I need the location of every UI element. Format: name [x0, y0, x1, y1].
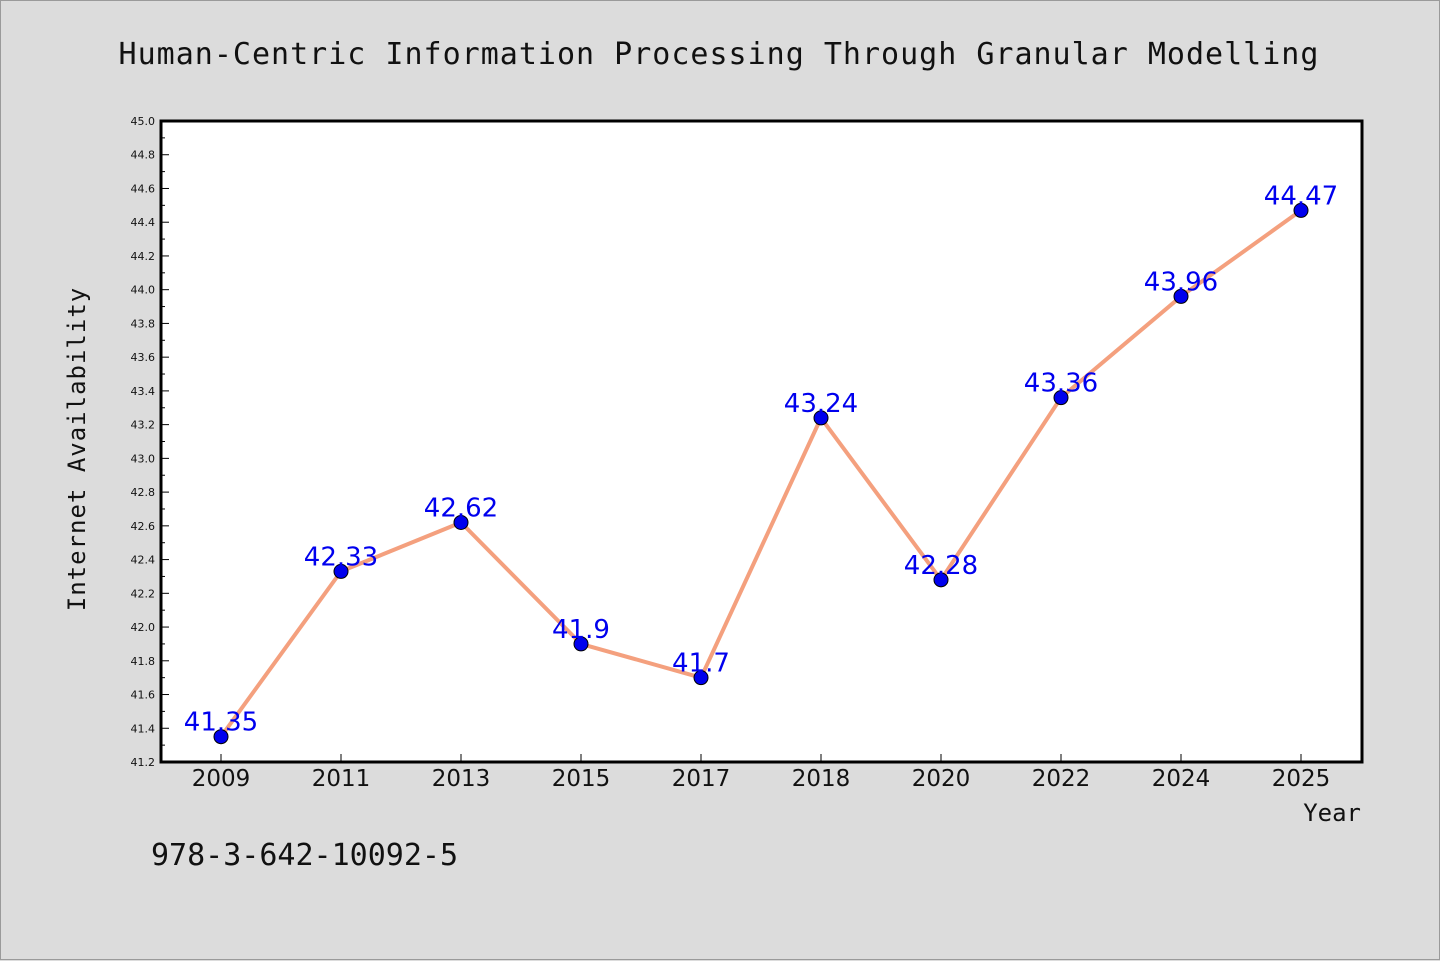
y-tick-label: 41.4 — [131, 722, 156, 735]
data-point — [933, 572, 949, 588]
data-point — [693, 670, 709, 686]
y-tick-label: 44.6 — [131, 182, 156, 195]
y-tick-label: 41.6 — [131, 689, 156, 702]
y-tick-label: 41.8 — [131, 655, 156, 668]
plot-frame — [159, 119, 1364, 764]
y-tick-label: 42.4 — [131, 554, 156, 567]
data-label: 42.33 — [304, 542, 378, 572]
data-label: 42.62 — [424, 493, 498, 523]
data-label: 41.9 — [552, 615, 610, 645]
y-tick-label: 44.2 — [131, 250, 156, 263]
data-label: 41.35 — [184, 708, 258, 738]
x-tick-label: 2020 — [912, 766, 971, 792]
y-tick-label: 43.4 — [131, 385, 156, 398]
y-tick-label: 43.0 — [131, 452, 156, 465]
x-tick-label: 2022 — [1032, 766, 1091, 792]
data-label: 41.7 — [672, 649, 730, 679]
y-tick-label: 43.2 — [131, 419, 156, 432]
data-point — [573, 636, 589, 652]
x-axis: 2009 2011 2013 2015 2017 2018 2020 2022 2024 2025 — [192, 754, 1331, 792]
data-point — [333, 563, 349, 579]
data-label: 43.96 — [1144, 267, 1218, 297]
x-tick-label: 2009 — [192, 766, 251, 792]
y-tick-label: 42.6 — [131, 520, 156, 533]
x-tick-label: 2015 — [552, 766, 611, 792]
data-labels: 41.35 42.33 42.62 41.9 41.7 43.24 42.28 43.36 43… — [184, 181, 1338, 737]
data-point — [453, 514, 469, 530]
data-point — [213, 729, 229, 745]
x-tick-label: 2024 — [1152, 766, 1211, 792]
y-tick-label: 44.4 — [131, 216, 156, 229]
x-tick-label: 2011 — [312, 766, 371, 792]
data-point — [1293, 202, 1309, 218]
data-label: 43.36 — [1024, 369, 1098, 399]
data-point — [813, 410, 829, 426]
y-tick-label: 44.0 — [131, 284, 156, 297]
data-markers — [213, 202, 1309, 745]
chart-title: Human-Centric Information Processing Thr… — [119, 37, 1320, 72]
y-tick-label: 43.8 — [131, 317, 156, 330]
y-tick-label: 41.2 — [131, 756, 156, 769]
plot-area — [161, 121, 1362, 762]
y-axis: 41.2 41.4 41.6 41.8 42.0 42.2 42.4 42.6 42.8 43.0… — [131, 115, 169, 769]
y-tick-label: 42.0 — [131, 621, 156, 634]
y-tick-label: 42.8 — [131, 486, 156, 499]
x-tick-label: 2013 — [432, 766, 491, 792]
x-tick-label: 2018 — [792, 766, 851, 792]
data-label: 43.24 — [784, 389, 858, 419]
y-tick-label: 45.0 — [131, 115, 156, 128]
y-tick-label: 43.6 — [131, 351, 156, 364]
x-tick-label: 2025 — [1272, 766, 1331, 792]
y-tick-label: 42.2 — [131, 587, 156, 600]
data-point — [1173, 288, 1189, 304]
data-point — [1053, 390, 1069, 406]
x-tick-label: 2017 — [672, 766, 731, 792]
y-axis-label: Internet Availability — [63, 287, 91, 611]
data-label: 42.28 — [904, 551, 978, 581]
isbn-footer: 978-3-642-10092-5 — [151, 838, 458, 873]
data-label: 44.47 — [1264, 181, 1338, 211]
series-line — [219, 208, 1303, 738]
y-tick-label: 44.8 — [131, 149, 156, 162]
x-axis-label: Year — [1303, 799, 1361, 827]
